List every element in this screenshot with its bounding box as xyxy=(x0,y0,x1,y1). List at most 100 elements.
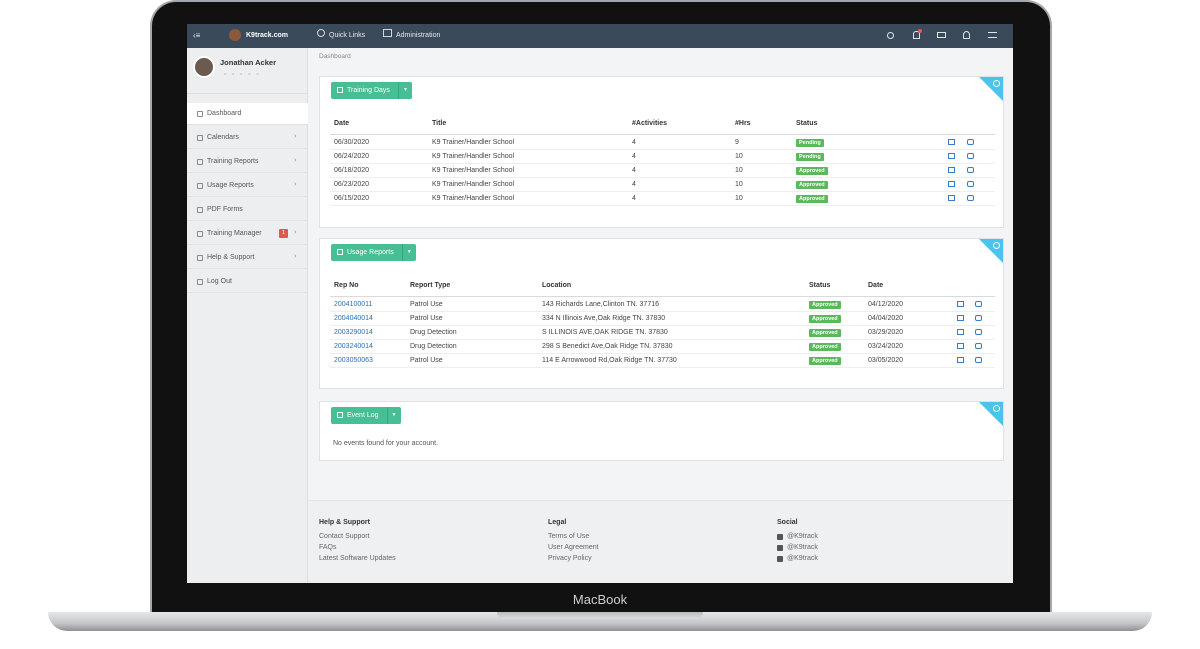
menu-item[interactable]: PDF Forms xyxy=(187,199,308,221)
dropdown-caret[interactable]: ▼ xyxy=(397,82,412,99)
panel-button[interactable]: Event Log ▼ xyxy=(331,407,401,424)
view-icon[interactable] xyxy=(948,167,955,173)
cell: 9 xyxy=(735,139,739,146)
print-icon[interactable] xyxy=(967,167,974,173)
menu-label[interactable]: Calendars xyxy=(207,134,239,141)
column-header[interactable]: #Activities xyxy=(632,120,668,127)
print-icon[interactable] xyxy=(975,357,982,363)
footer-link[interactable]: @K9track xyxy=(787,544,818,551)
footer-link[interactable]: Latest Software Updates xyxy=(319,555,396,562)
footer-link[interactable]: User Agreement xyxy=(548,544,599,551)
dropdown-caret[interactable]: ▼ xyxy=(401,244,416,261)
print-icon[interactable] xyxy=(967,139,974,145)
menu-label[interactable]: Training Manager xyxy=(207,230,262,237)
print-icon[interactable] xyxy=(975,315,982,321)
help-icon xyxy=(993,80,1000,87)
footer-link[interactable]: FAQs xyxy=(319,544,337,551)
footer-link[interactable]: Terms of Use xyxy=(548,533,590,540)
print-icon[interactable] xyxy=(975,343,982,349)
menu-label[interactable]: Help & Support xyxy=(207,254,255,261)
cell: 06/15/2020 xyxy=(334,195,370,202)
cell: 06/18/2020 xyxy=(334,167,370,174)
menu-label[interactable]: Log Out xyxy=(207,278,232,285)
report-link[interactable]: 2004100011 xyxy=(334,301,373,308)
chevron: › xyxy=(294,181,297,188)
report-link[interactable]: 2003240014 xyxy=(334,343,373,350)
view-icon[interactable] xyxy=(957,329,964,335)
cell: 03/29/2020 xyxy=(868,329,904,336)
cell: 334 N Illinois Ave,Oak Ridge TN. 37830 xyxy=(542,315,666,322)
report-link[interactable]: 2003050063 xyxy=(334,357,373,364)
menu-toggle[interactable]: ‹≡ xyxy=(193,31,201,40)
user-icon[interactable] xyxy=(963,31,970,39)
nav-link[interactable]: Administration xyxy=(396,32,441,39)
footer-link[interactable]: @K9track xyxy=(787,555,818,562)
view-icon[interactable] xyxy=(957,301,964,307)
row-rule xyxy=(330,177,995,178)
view-icon[interactable] xyxy=(948,153,955,159)
view-icon[interactable] xyxy=(948,181,955,187)
menu-item[interactable]: Help & Support › xyxy=(187,247,308,269)
view-icon[interactable] xyxy=(957,315,964,321)
view-icon[interactable] xyxy=(957,357,964,363)
footer-heading: Help & Support xyxy=(319,519,370,526)
menu-label[interactable]: Training Reports xyxy=(207,158,259,165)
view-icon[interactable] xyxy=(948,139,955,145)
menu-item[interactable]: Calendars › xyxy=(187,127,308,149)
menu-label[interactable]: Usage Reports xyxy=(207,182,254,189)
menu-item[interactable]: Training Manager 1 › xyxy=(187,223,308,245)
globe-icon[interactable] xyxy=(887,32,894,39)
cell: 4 xyxy=(632,195,636,202)
column-header[interactable]: #Hrs xyxy=(735,120,751,127)
column-header[interactable]: Status xyxy=(809,282,831,289)
status-badge: Approved xyxy=(796,181,828,189)
column-header[interactable]: Rep No xyxy=(334,282,359,289)
help-icon xyxy=(993,405,1000,412)
panel-button[interactable]: Usage Reports ▼ xyxy=(331,244,416,261)
column-header[interactable]: Report Type xyxy=(410,282,451,289)
menu-item[interactable]: Training Reports › xyxy=(187,151,308,173)
footer-link[interactable]: Contact Support xyxy=(319,533,370,540)
menu-icon xyxy=(197,231,203,237)
menu-label[interactable]: PDF Forms xyxy=(207,206,243,213)
menu-icon xyxy=(197,183,203,189)
menu-item[interactable]: Usage Reports › xyxy=(187,175,308,197)
column-header[interactable]: Title xyxy=(432,120,447,127)
chevron: › xyxy=(294,253,297,260)
print-icon[interactable] xyxy=(967,153,974,159)
footer-link[interactable]: Privacy Policy xyxy=(548,555,592,562)
bell-icon[interactable] xyxy=(913,31,920,39)
breadcrumb[interactable]: Dashboard xyxy=(319,53,351,60)
panel-button[interactable]: Training Days ▼ xyxy=(331,82,412,99)
view-icon[interactable] xyxy=(948,195,955,201)
status-badge: Pending xyxy=(796,139,824,147)
cell: 10 xyxy=(735,195,743,202)
print-icon[interactable] xyxy=(967,181,974,187)
report-link[interactable]: 2004040014 xyxy=(334,315,373,322)
print-icon[interactable] xyxy=(975,329,982,335)
cell: 4 xyxy=(632,153,636,160)
menu-label[interactable]: Dashboard xyxy=(207,110,242,117)
print-icon[interactable] xyxy=(967,195,974,201)
panel: Training Days ▼ Date Title #Activities #Hrs St… xyxy=(319,76,1004,228)
brand[interactable]: K9track.com xyxy=(246,32,289,39)
menu-item[interactable]: Dashboard xyxy=(187,103,308,125)
cell: K9 Trainer/Handler School xyxy=(432,181,515,188)
view-icon[interactable] xyxy=(957,343,964,349)
column-header[interactable]: Date xyxy=(868,282,884,289)
column-header[interactable]: Status xyxy=(796,120,818,127)
cell: 10 xyxy=(735,167,743,174)
column-header[interactable]: Date xyxy=(334,120,350,127)
settings-icon[interactable] xyxy=(988,32,997,38)
report-link[interactable]: 2003290014 xyxy=(334,329,373,336)
menu-icon xyxy=(197,111,203,117)
print-icon[interactable] xyxy=(975,301,982,307)
column-header[interactable]: Location xyxy=(542,282,572,289)
user-tools[interactable]: ▫▫▫▫▫ xyxy=(224,72,265,78)
nav-link[interactable]: Quick Links xyxy=(329,32,366,39)
dropdown-caret[interactable]: ▼ xyxy=(386,407,401,424)
cell: Patrol Use xyxy=(410,315,443,322)
footer-link[interactable]: @K9track xyxy=(787,533,818,540)
menu-item[interactable]: Log Out xyxy=(187,271,308,293)
mail-icon[interactable] xyxy=(937,32,946,38)
